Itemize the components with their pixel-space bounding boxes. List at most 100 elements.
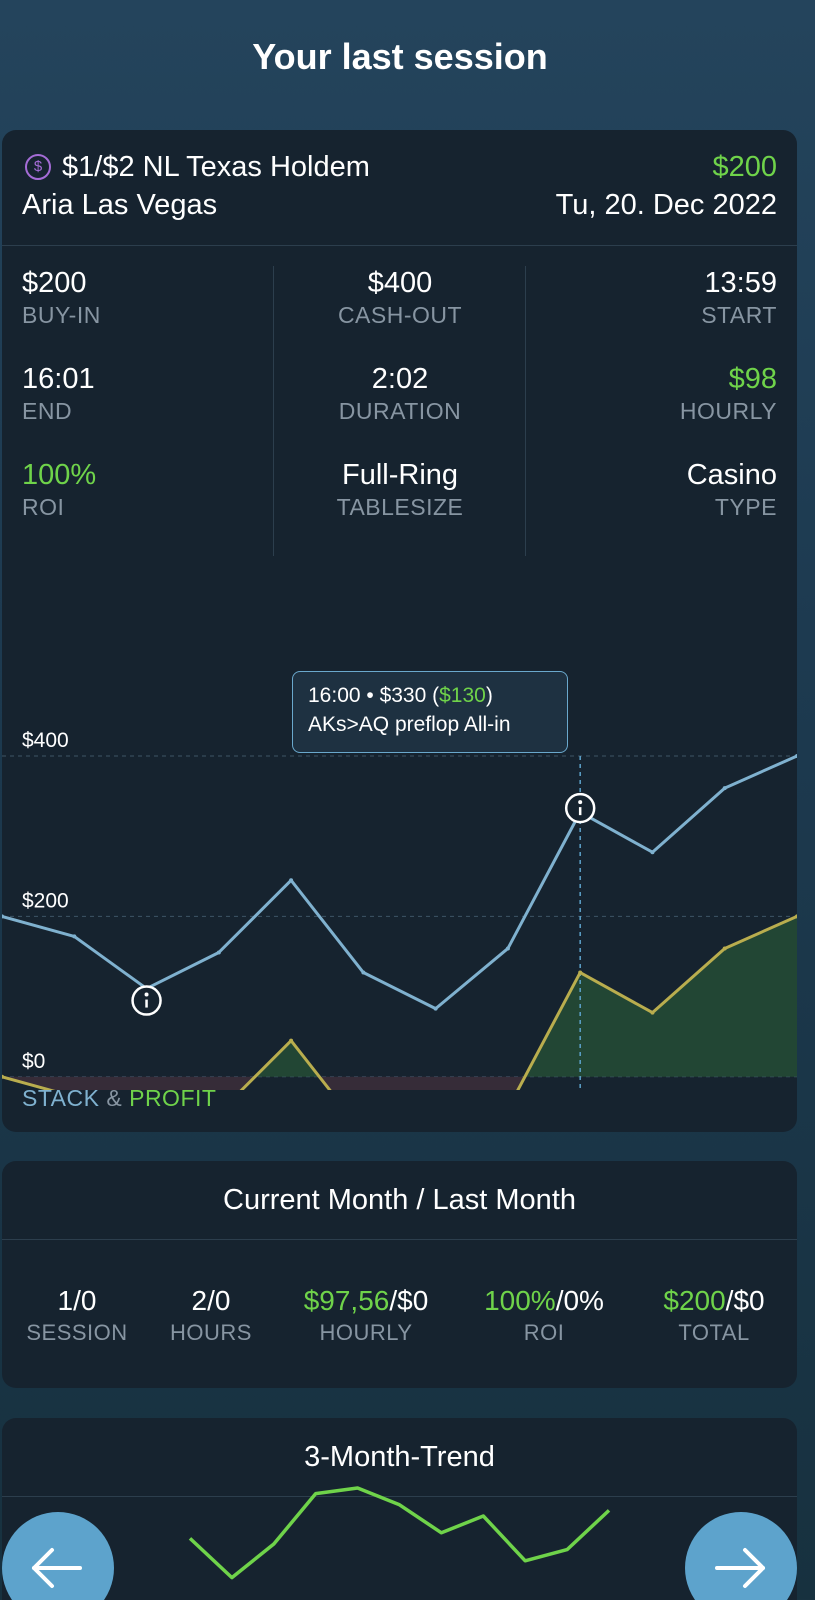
stat-type: Casino TYPE: [537, 458, 777, 522]
profit-positive-area: [254, 916, 797, 1077]
trend-line: [188, 1486, 611, 1580]
stack-point: [289, 878, 294, 883]
tooltip-text: 16:00 • $330 (: [308, 684, 440, 707]
stat-value: Full-Ring: [341, 459, 459, 491]
stat-value: 13:59: [704, 267, 777, 299]
stack-point: [216, 950, 221, 955]
month-stat-session: 1/0 SESSION: [2, 1284, 152, 1348]
stat-cashout: $400 CASH-OUT: [280, 266, 520, 330]
tooltip-text: ): [485, 684, 493, 707]
trend-card[interactable]: 3-Month-Trend: [2, 1418, 797, 1600]
tooltip-line2: AKs>AQ preflop All-in: [308, 713, 511, 736]
stat-value: $200: [22, 267, 87, 299]
stat-label: SESSION: [26, 1320, 128, 1345]
stat-end: 16:01 END: [22, 362, 262, 426]
stat-label: BUY-IN: [22, 302, 101, 328]
stat-label: DURATION: [338, 398, 462, 424]
session-header: $ $1/$2 NL Texas Holdem Aria Las Vegas $…: [2, 130, 797, 246]
month-card[interactable]: Current Month / Last Month 1/0 SESSION 2…: [2, 1161, 797, 1388]
location: Aria Las Vegas: [22, 189, 218, 221]
tooltip-line1: 16:00 • $330 ($130): [308, 681, 567, 710]
stat-buyin: $200 BUY-IN: [22, 266, 262, 330]
stat-roi: 100% ROI: [22, 458, 262, 522]
arrow-right-icon: [715, 1548, 765, 1588]
chart-tooltip: 16:00 • $330 ($130) AKs>AQ preflop All-i…: [292, 671, 568, 753]
legend-profit: PROFIT: [129, 1085, 217, 1111]
month-stat-roi: 100%/0% ROI: [462, 1284, 626, 1348]
stat-value: 1/0: [57, 1285, 97, 1316]
divider: [2, 1496, 797, 1497]
profit-point: [578, 970, 583, 975]
stat-label: HOURLY: [319, 1320, 413, 1345]
stat-tablesize: Full-Ring TABLESIZE: [280, 458, 520, 522]
y-tick-label: $400: [22, 729, 69, 752]
month-stat-hourly: $97,56/$0 HOURLY: [274, 1284, 458, 1348]
stack-point: [722, 786, 727, 791]
stat-value: $400: [367, 267, 433, 299]
session-card[interactable]: $ $1/$2 NL Texas Holdem Aria Las Vegas $…: [2, 130, 797, 1132]
stack-point: [2, 914, 4, 919]
month-stat-hours: 2/0 HOURS: [136, 1284, 286, 1348]
stack-point: [433, 1006, 438, 1011]
stat-value: Casino: [686, 459, 777, 491]
stat-duration: 2:02 DURATION: [280, 362, 520, 426]
stat-label: TOTAL: [678, 1320, 750, 1345]
stat-value: 2:02: [371, 363, 429, 395]
stat-value: 16:01: [22, 363, 95, 395]
stat-value: 100%: [22, 459, 97, 491]
tooltip-profit: $130: [439, 684, 486, 707]
y-tick-label: $200: [22, 889, 69, 912]
stat-value: 100%/0%: [484, 1285, 604, 1316]
session-profit: $200: [712, 151, 777, 183]
profit-point: [289, 1038, 294, 1043]
stat-start: 13:59 START: [537, 266, 777, 330]
next-button[interactable]: [685, 1512, 797, 1600]
game-name: $1/$2 NL Texas Holdem: [62, 151, 370, 183]
month-title: Current Month / Last Month: [223, 1184, 576, 1216]
legend-amp: &: [106, 1085, 123, 1111]
stat-label: TABLESIZE: [336, 494, 464, 520]
stat-divider: [525, 266, 526, 556]
stat-label: ROI: [22, 494, 65, 520]
stat-value: 2/0: [191, 1285, 231, 1316]
stack-point: [72, 934, 77, 939]
profit-line: [2, 915, 797, 1090]
stack-point: [505, 946, 510, 951]
stat-value: $98: [728, 363, 777, 395]
stat-label: ROI: [523, 1320, 565, 1345]
trend-chart: [188, 1486, 611, 1580]
stack-point: [361, 970, 366, 975]
stat-label: HOURS: [170, 1320, 252, 1345]
stat-label: CASH-OUT: [337, 302, 463, 328]
stat-label: HOURLY: [679, 398, 777, 424]
profit-point: [722, 946, 727, 951]
page-title: Your last session: [252, 36, 548, 77]
stack-point: [795, 754, 797, 758]
stat-hourly: $98 HOURLY: [537, 362, 777, 426]
info-icon-dot: [144, 992, 149, 997]
stat-value: $200/$0: [663, 1285, 765, 1316]
stat-label: START: [701, 302, 777, 328]
stat-value: $97,56/$0: [303, 1285, 429, 1316]
stack-line: [2, 754, 797, 1011]
session-date: Tu, 20. Dec 2022: [555, 189, 777, 221]
stack-point: [650, 850, 655, 855]
profit-point: [650, 1010, 655, 1015]
profit-point: [2, 1074, 4, 1079]
legend-stack: STACK: [22, 1085, 100, 1111]
stat-divider: [273, 266, 274, 556]
chart-legend: STACK & PROFIT: [22, 1085, 216, 1112]
stat-label: END: [22, 398, 73, 424]
prev-button[interactable]: [2, 1512, 114, 1600]
divider: [2, 1239, 797, 1240]
profit-negative-area: [2, 1076, 525, 1090]
arrow-left-icon: [32, 1548, 82, 1588]
dollar-icon: $: [25, 154, 51, 180]
month-stat-total: $200/$0 TOTAL: [634, 1284, 794, 1348]
y-tick-label: $0: [22, 1050, 45, 1073]
info-icon-dot: [578, 800, 583, 805]
trend-title: 3-Month-Trend: [304, 1441, 495, 1473]
stat-label: TYPE: [714, 494, 777, 520]
stack-profit-chart[interactable]: $400$200$0-$120: [2, 580, 797, 1090]
profit-point: [795, 914, 797, 919]
